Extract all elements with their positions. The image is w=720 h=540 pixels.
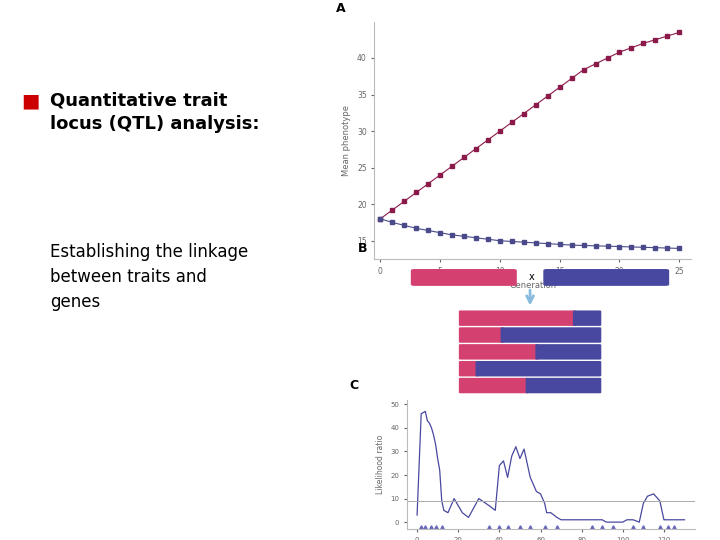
- FancyBboxPatch shape: [500, 327, 601, 343]
- FancyBboxPatch shape: [459, 344, 539, 360]
- FancyBboxPatch shape: [526, 378, 601, 393]
- Text: B: B: [358, 242, 367, 255]
- FancyBboxPatch shape: [573, 310, 601, 326]
- X-axis label: Generation: Generation: [509, 281, 557, 291]
- Text: Quantitative trait
locus (QTL) analysis:: Quantitative trait locus (QTL) analysis:: [50, 92, 260, 133]
- FancyBboxPatch shape: [459, 361, 479, 376]
- Text: x: x: [529, 272, 534, 282]
- FancyBboxPatch shape: [475, 361, 601, 376]
- FancyBboxPatch shape: [536, 344, 601, 360]
- Text: ■: ■: [22, 92, 40, 111]
- FancyBboxPatch shape: [544, 269, 669, 286]
- FancyBboxPatch shape: [411, 269, 517, 286]
- FancyBboxPatch shape: [459, 327, 504, 343]
- Y-axis label: Mean phenotype: Mean phenotype: [343, 105, 351, 176]
- FancyBboxPatch shape: [459, 378, 529, 393]
- Y-axis label: Likelihood ratio: Likelihood ratio: [376, 435, 384, 494]
- Text: C: C: [349, 379, 359, 392]
- FancyBboxPatch shape: [459, 310, 576, 326]
- Text: Establishing the linkage
between traits and
genes: Establishing the linkage between traits …: [50, 243, 248, 311]
- Text: A: A: [336, 2, 346, 15]
